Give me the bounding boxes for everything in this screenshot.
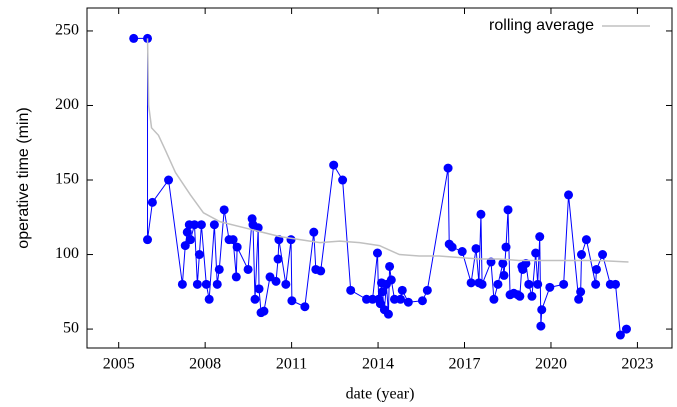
data-point — [383, 309, 393, 319]
data-point — [466, 278, 476, 288]
data-point — [499, 270, 509, 280]
x-tick-label: 2008 — [189, 356, 221, 373]
y-tick-label: 150 — [55, 171, 79, 188]
data-point — [346, 285, 356, 295]
data-point — [243, 264, 253, 274]
data-point — [615, 330, 625, 340]
data-point — [192, 279, 202, 289]
x-tick-label: 2020 — [535, 356, 567, 373]
x-axis-label: date (year) — [346, 386, 415, 403]
data-point — [489, 294, 499, 304]
data-point — [143, 235, 153, 245]
y-tick-label: 100 — [55, 245, 79, 262]
data-point — [189, 220, 199, 230]
data-point — [457, 247, 467, 257]
data-point — [309, 227, 319, 237]
data-point — [129, 33, 139, 43]
data-line — [146, 38, 629, 263]
data-point — [219, 205, 229, 215]
data-point — [185, 235, 195, 245]
data-point — [545, 282, 555, 292]
x-tick-label: 2017 — [449, 356, 481, 373]
data-point — [501, 242, 511, 252]
data-point — [422, 285, 432, 295]
data-point — [476, 209, 486, 219]
data-point — [577, 250, 587, 260]
data-point — [564, 190, 574, 200]
data-point — [232, 242, 242, 252]
data-point — [231, 272, 241, 282]
y-tick-label: 250 — [55, 22, 79, 39]
data-point — [536, 321, 546, 331]
data-point — [250, 294, 260, 304]
data-point — [535, 232, 545, 242]
data-point — [196, 220, 206, 230]
data-point — [591, 264, 601, 274]
data-point — [147, 197, 157, 207]
data-point — [316, 266, 326, 276]
data-point — [300, 302, 310, 312]
plot-frame — [86, 7, 673, 349]
data-point — [397, 285, 407, 295]
data-point — [621, 324, 631, 334]
data-point — [576, 287, 586, 297]
data-point — [581, 235, 591, 245]
data-point — [338, 175, 348, 185]
data-point — [254, 284, 264, 294]
x-tick-label: 2005 — [103, 356, 135, 373]
x-tick-label: 2011 — [276, 356, 307, 373]
x-tick-label: 2014 — [362, 356, 394, 373]
data-point — [281, 279, 291, 289]
data-point — [537, 305, 547, 315]
data-point — [385, 261, 395, 271]
data-point — [228, 235, 238, 245]
data-point — [194, 250, 204, 260]
data-point — [396, 294, 406, 304]
data-point — [591, 279, 601, 289]
data-point — [503, 205, 513, 215]
data-point — [204, 294, 214, 304]
data-point — [259, 306, 269, 316]
data-point — [182, 227, 192, 237]
data-point — [403, 297, 413, 307]
data-point — [214, 264, 224, 274]
data-point — [180, 241, 190, 251]
data-point — [524, 279, 534, 289]
data-point — [477, 279, 487, 289]
data-point — [386, 275, 396, 285]
y-axis-label: operative time (min) — [15, 107, 32, 248]
data-point — [329, 160, 339, 170]
data-point — [471, 244, 481, 254]
data-point — [377, 287, 387, 297]
data-point — [201, 279, 211, 289]
x-tick-label: 2023 — [621, 356, 653, 373]
data-point — [286, 235, 296, 245]
data-point — [598, 250, 608, 260]
y-tick-label: 50 — [63, 320, 79, 337]
data-point — [164, 175, 174, 185]
data-point — [559, 279, 569, 289]
data-point — [443, 163, 453, 173]
data-point — [611, 279, 621, 289]
data-point — [493, 279, 503, 289]
data-point — [498, 258, 508, 268]
data-point — [515, 291, 525, 301]
data-point — [209, 220, 219, 230]
data-point — [447, 242, 457, 252]
data-point — [212, 279, 222, 289]
data-point — [531, 248, 541, 258]
data-point — [417, 296, 427, 306]
data-point — [287, 296, 297, 306]
data-point — [574, 294, 584, 304]
data-point — [177, 279, 187, 289]
legend-label: rolling average — [489, 17, 594, 34]
data-point — [273, 254, 283, 264]
data-point — [533, 279, 543, 289]
data-point — [271, 276, 281, 286]
data-point — [372, 248, 382, 258]
y-tick-label: 200 — [55, 96, 79, 113]
data-point — [527, 291, 537, 301]
